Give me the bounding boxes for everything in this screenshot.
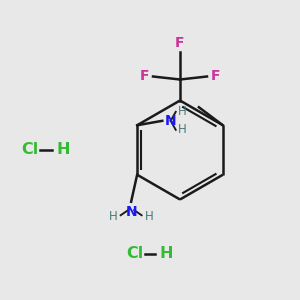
Text: H: H xyxy=(109,210,118,223)
Text: H: H xyxy=(160,246,173,261)
Text: H: H xyxy=(56,142,70,158)
Text: H: H xyxy=(178,123,187,136)
Text: Cl: Cl xyxy=(126,246,143,261)
Text: F: F xyxy=(211,70,220,83)
Text: H: H xyxy=(178,105,187,118)
Text: F: F xyxy=(140,70,149,83)
Text: Cl: Cl xyxy=(21,142,38,158)
Text: N: N xyxy=(165,114,176,128)
Text: F: F xyxy=(175,36,185,50)
Text: H: H xyxy=(145,210,153,223)
Text: N: N xyxy=(125,205,137,219)
